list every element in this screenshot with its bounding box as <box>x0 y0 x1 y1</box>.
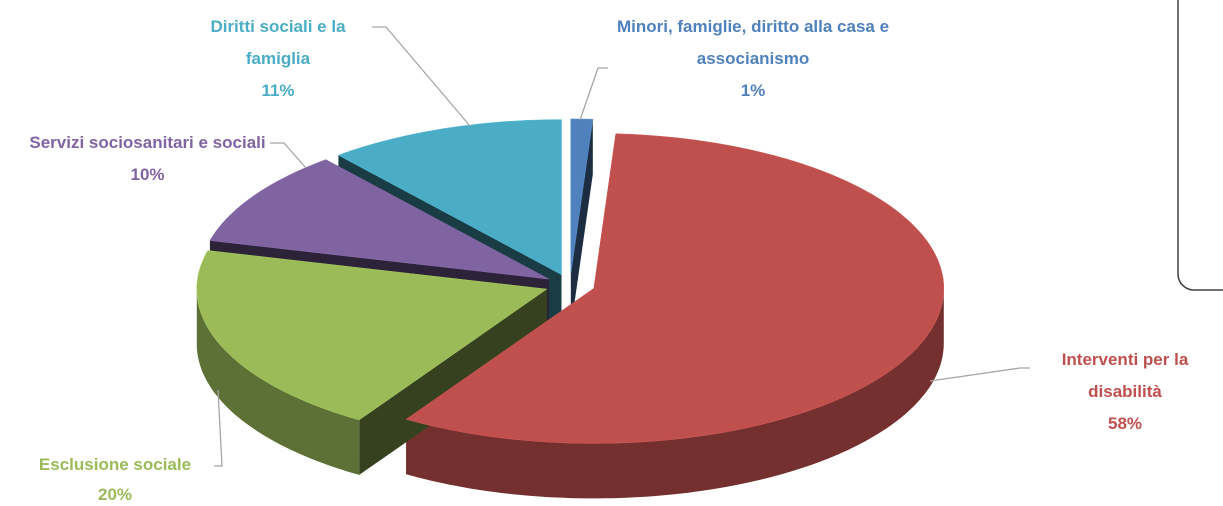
leader-line <box>579 67 608 121</box>
leader-line <box>929 367 1030 382</box>
slice <box>209 159 550 280</box>
leader-lines <box>214 26 1030 467</box>
slice-cut-face <box>570 119 593 329</box>
leader-line <box>372 26 471 127</box>
data-label: Servizi sociosanitari e sociali 10% <box>20 127 275 191</box>
value-label: 20% <box>97 485 133 504</box>
side-panel <box>1177 0 1223 291</box>
data-label: Interventi per la disabilità 58% <box>1035 344 1215 440</box>
category-label: Minori, famiglie, diritto alla casa e as… <box>616 17 890 68</box>
value-label: 1% <box>740 81 766 100</box>
category-label: Diritti sociali e la famiglia <box>210 17 346 68</box>
value-label: 58% <box>1107 414 1143 433</box>
data-label: Esclusione sociale 20% <box>5 450 225 506</box>
slice-wall <box>406 288 944 499</box>
value-label: 10% <box>130 165 165 184</box>
data-label: Diritti sociali e la famiglia 11% <box>178 11 378 107</box>
slice-tops <box>196 118 945 444</box>
category-label: Esclusione sociale <box>38 455 192 474</box>
slice <box>570 118 594 274</box>
category-label: Servizi sociosanitari e sociali <box>29 133 266 152</box>
slice <box>405 133 945 444</box>
slice-wall <box>196 289 360 475</box>
leader-line <box>214 389 223 467</box>
value-label: 11% <box>261 81 295 100</box>
pie <box>196 118 945 499</box>
slice <box>337 119 562 276</box>
category-label: Interventi per la disabilità <box>1061 350 1189 401</box>
slice <box>196 250 548 421</box>
leader-line <box>270 142 307 169</box>
data-label: Minori, famiglie, diritto alla casa e as… <box>608 11 898 107</box>
